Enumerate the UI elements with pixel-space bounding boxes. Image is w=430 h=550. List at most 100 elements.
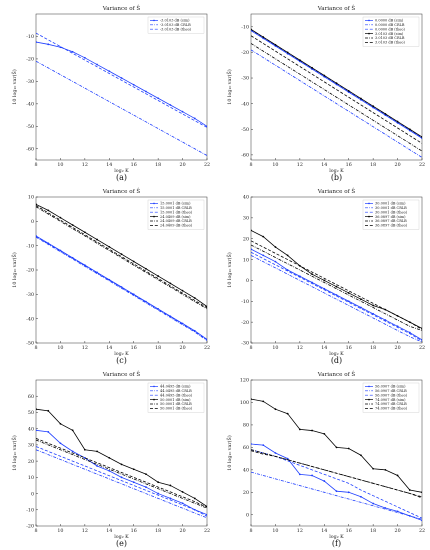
data-point [286,412,289,415]
x-tick-label: 16 [346,345,352,351]
y-tick-label: -40 [26,102,34,108]
legend-entry: 0.0000 dB (sim) [375,19,404,23]
legend-entry: 50.0001 dB (sim) [160,398,191,402]
y-tick-label: 30 [243,216,249,222]
y-tick-label: -10 [241,25,249,31]
data-point [384,468,387,471]
panel-label: (e) [116,539,127,548]
data-point [335,285,338,288]
series-line [36,206,207,310]
series-line [251,230,422,329]
chart-title: Variance of Ŝ [317,187,356,195]
y-tick-label: -50 [26,341,34,347]
data-point [120,253,123,256]
legend-entry: 50.0001 dB (theo) [160,407,193,411]
chart-svg: Variance of Ŝ 8 10 12 14 16 18 20 22 -20 -10 0 10 20 3… [10,370,210,548]
x-axis-label: log₂ K [329,534,344,540]
data-point [286,51,289,54]
chart-svg: Variance of Ŝ 8 10 12 14 16 18 20 22 0 20 40 60 80 100… [225,370,425,548]
data-point [71,429,74,432]
y-tick-label: -10 [26,507,34,513]
data-point [347,447,350,450]
legend-entry: 15.0001 dB (theo) [160,210,193,214]
x-tick-label: 18 [370,345,376,351]
chart-title: Variance of Ŝ [317,4,356,12]
chart-title: Variance of Ŝ [102,187,141,195]
data-point [96,238,98,241]
legend-entry: 0.0000 dB CRLB [375,23,405,27]
plot-frame [35,13,208,161]
x-axis-label: log₂ K [114,168,129,174]
data-point [96,63,98,66]
legend-entry: 3.0103 dB (sim) [375,32,404,36]
x-tick-label: 20 [395,345,401,351]
legend-entry: 56.0907 dB (sim) [375,385,406,389]
y-axis-label: 10 log₁₀ var(Ŝ) [10,69,18,105]
data-point [36,429,37,432]
data-point [298,59,301,62]
data-point [36,408,37,411]
x-tick-label: 16 [346,528,352,534]
series-line [251,471,422,520]
x-tick-label: 18 [155,528,161,534]
legend-entry: 74.0907 dB (sim) [375,398,406,402]
data-point [108,456,111,459]
data-point [372,105,375,108]
data-point [132,293,135,296]
y-axis-label: 10 log₁₀ var(Ŝ) [10,252,18,288]
legend-box [147,382,205,413]
series-line [251,43,422,152]
x-tick-label: 20 [395,528,401,534]
data-point [262,254,265,257]
data-point [360,454,362,457]
data-point [311,474,313,477]
data-point [274,43,277,46]
data-point [347,292,350,294]
data-point [108,70,111,73]
legend-entry: 3.0103 dB (theo) [375,41,405,45]
data-point [421,136,422,138]
data-point [323,74,326,77]
data-point [274,260,277,263]
x-tick-label: 20 [180,528,186,534]
chart-panel: Variance of Ŝ 8 10 12 14 16 18 20 22 -60 -50 -40 -30… [215,0,430,183]
data-point [408,128,411,131]
plot-frame [35,379,208,527]
series-line [251,35,422,144]
data-point [408,489,411,491]
x-tick-label: 8 [249,345,252,351]
data-point [347,491,350,494]
data-point [108,469,111,472]
plot-frame [250,196,423,344]
data-point [169,282,172,285]
data-point [169,484,172,487]
data-point [83,448,86,451]
x-tick-label: 22 [419,528,425,534]
x-axis-label: log₂ K [329,351,344,357]
legend-marker [368,19,370,22]
data-point [193,497,196,500]
chart-title: Variance of Ŝ [102,370,141,378]
legend-marker [368,398,370,401]
data-point [360,495,362,498]
data-point [396,120,399,123]
x-tick-label: 14 [321,162,327,168]
data-point [145,473,147,475]
legend-entry: 30.0001 dB (theo) [375,210,408,214]
legend-entry: 30.0001 dB CRLB [375,206,407,210]
data-point [36,41,37,43]
y-tick-label: -20 [26,57,34,63]
data-point [274,408,277,411]
data-point [96,465,98,467]
data-point [59,216,62,219]
x-tick-label: 14 [106,528,112,534]
legend-box [147,199,205,230]
data-point [298,473,301,476]
x-tick-label: 16 [131,345,137,351]
y-tick-label: -30 [26,292,34,298]
chart-panel: Variance of Ŝ 8 10 12 14 16 18 20 22 0 20 40 60 80 100… [215,366,430,549]
data-point [311,273,313,276]
data-point [193,117,196,120]
data-point [384,112,387,115]
data-point [145,486,147,488]
